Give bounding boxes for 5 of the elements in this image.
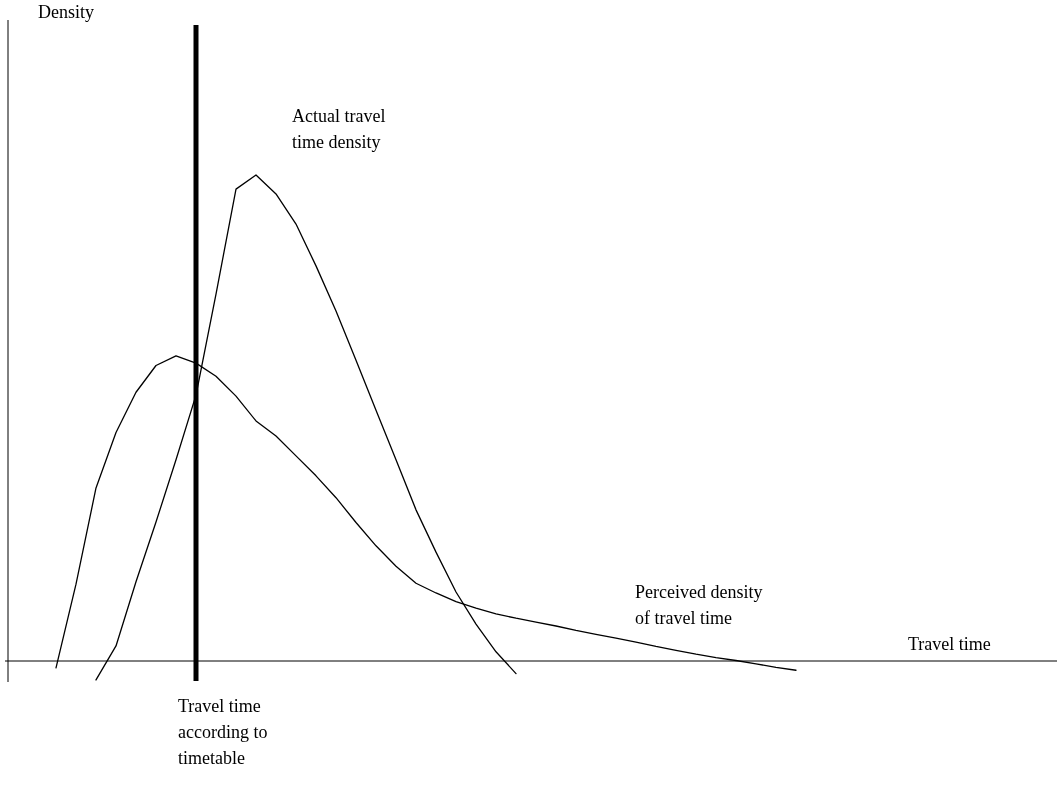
x-axis-title: Travel time [908, 634, 991, 654]
text: Actual travel time density [292, 106, 386, 152]
series-label: Perceived density of travel time [635, 582, 763, 628]
text: Travel time according to timetable [178, 696, 268, 768]
text: Density [38, 2, 94, 22]
